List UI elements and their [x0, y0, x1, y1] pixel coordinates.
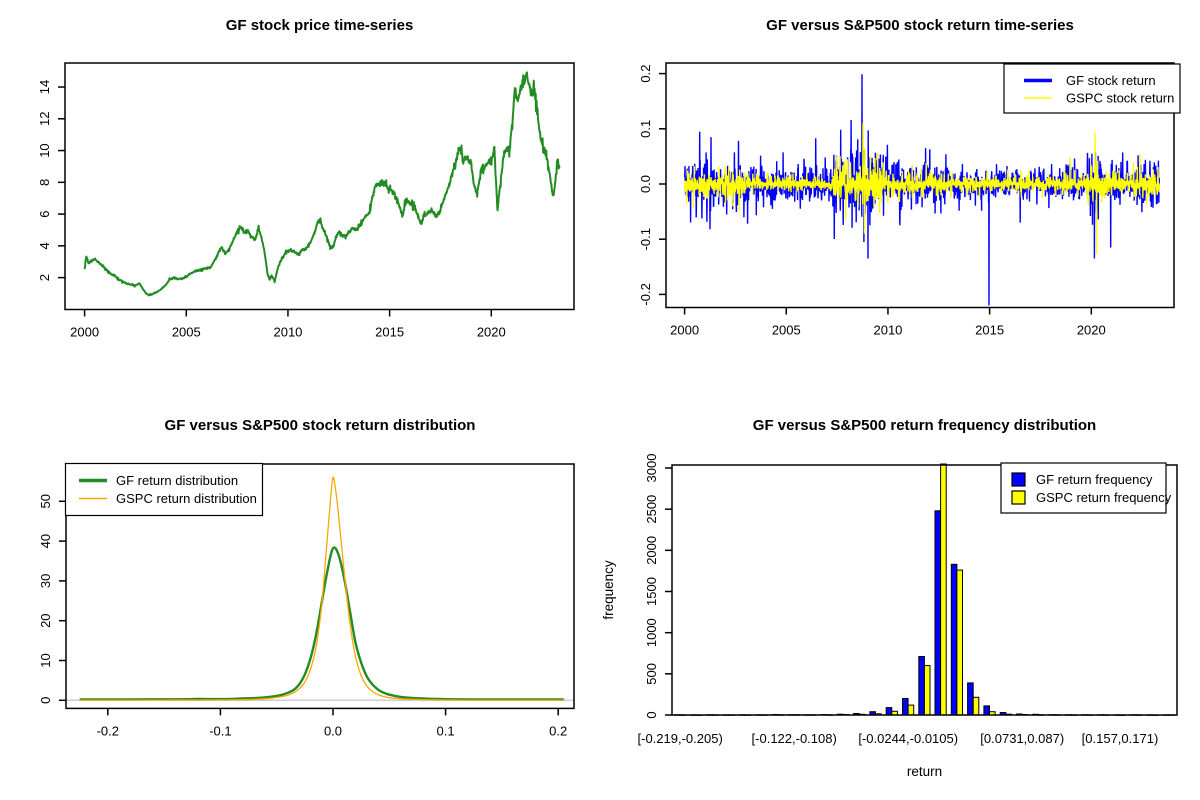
- return-timeseries-chart: 2000 2005 2010 2015 2020 -0.2 -0.1 0.0 0.1 0.2 GF …: [638, 62, 1181, 338]
- x-axis-title: return: [907, 764, 942, 779]
- x-tick-label: 2000: [70, 325, 99, 340]
- plot-frame: [671, 464, 1178, 716]
- frequency-distribution-chart: 050010001500200025003000[-0.219,-0.205)[…: [601, 454, 1178, 779]
- return-distribution-chart: -0.2 -0.1 0.0 0.1 0.2 0 10 20 30 40 50 GF return di…: [38, 462, 575, 738]
- panel-return-timeseries: GF versus S&P500 stock return time-serie…: [600, 0, 1200, 400]
- y-tick-label: 8: [37, 179, 52, 186]
- legend-label: GF stock return: [1066, 73, 1156, 88]
- legend: GF stock return GSPC stock return: [1003, 63, 1181, 114]
- y-tick-label: 500: [644, 663, 659, 685]
- axis-ticks: -0.2 -0.1 0.0 0.1 0.2 0 10 20 30 40 50: [38, 494, 567, 738]
- y-tick-label: 0: [644, 711, 659, 718]
- y-tick-label: 30: [38, 574, 53, 588]
- x-tick-label: 2010: [873, 323, 902, 338]
- x-tick-label: 2000: [670, 323, 699, 338]
- y-tick-label: 20: [38, 613, 53, 627]
- gf-frequency-bar: [950, 563, 958, 716]
- y-tick-label: 2500: [644, 495, 659, 524]
- y-tick-label: 14: [37, 80, 52, 94]
- x-tick-label: 2015: [375, 325, 404, 340]
- chart-title-returns: GF versus S&P500 stock return time-serie…: [766, 17, 1074, 34]
- bin-label: [0.157,0.171): [1082, 731, 1159, 746]
- legend-label: GF return frequency: [1036, 472, 1153, 487]
- gspc-frequency-bar: [972, 696, 980, 716]
- legend-box: [1000, 462, 1167, 514]
- x-tick-label: 2020: [1077, 323, 1106, 338]
- gf-frequency-bar: [885, 707, 893, 716]
- legend-swatch: [1011, 490, 1026, 505]
- legend: GF return frequency GSPC return frequency: [1000, 462, 1172, 514]
- y-tick-label: 0.0: [638, 175, 653, 193]
- chart-title-price: GF stock price time-series: [225, 17, 414, 34]
- chart-title-frequency: GF versus S&P500 return frequency distri…: [752, 417, 1097, 434]
- chart-title-distribution: GF versus S&P500 stock return distributi…: [164, 417, 476, 434]
- y-tick-label: 2000: [644, 536, 659, 565]
- x-tick-label: 0.0: [324, 723, 342, 738]
- gspc-frequency-bar: [907, 704, 915, 716]
- y-tick-label: 50: [38, 494, 53, 508]
- gf-frequency-bar: [967, 682, 974, 716]
- gf-frequency-bar: [983, 705, 990, 716]
- y-tick-label: 40: [38, 534, 53, 548]
- bin-label: [-0.0244,-0.0105): [858, 731, 958, 746]
- panel-return-distribution: GF versus S&P500 stock return distributi…: [0, 400, 600, 800]
- x-tick-label: 2005: [772, 323, 801, 338]
- bin-label: [0.0731,0.087): [980, 731, 1064, 746]
- y-tick-label: 10: [37, 143, 52, 157]
- gf-frequency-bar: [934, 510, 942, 716]
- legend-box: [64, 462, 264, 517]
- legend-swatch: [1011, 472, 1026, 487]
- y-tick-label: -0.1: [638, 228, 653, 250]
- legend-box: [1003, 63, 1181, 114]
- price-timeseries-chart: 2000 2005 2010 2015 2020 2 4 6 8 10 12 14: [37, 62, 575, 340]
- y-tick-label: 0: [38, 697, 53, 704]
- gf-frequency-bar: [902, 698, 909, 716]
- gf-density-curve: [79, 546, 564, 701]
- axis-ticks: 2000 2005 2010 2015 2020 -0.2 -0.1 0.0 0.1 0.2: [638, 65, 1106, 338]
- y-tick-label: 1000: [644, 618, 659, 647]
- legend-label: GF return distribution: [116, 473, 238, 488]
- gf-frequency-bar: [918, 656, 925, 716]
- legend-label: GSPC return distribution: [116, 491, 257, 506]
- y-tick-label: 2: [37, 274, 52, 281]
- bin-axis-labels: [-0.219,-0.205) [-0.122,-0.108) [-0.0244,-…: [638, 731, 1159, 746]
- x-tick-label: 2020: [477, 325, 506, 340]
- legend-label: GSPC return frequency: [1036, 490, 1172, 505]
- bin-label: [-0.219,-0.205): [638, 731, 723, 746]
- gspc-density-curve: [79, 476, 564, 701]
- panel-price-timeseries: GF stock price time-series 2000 2005 2010 2…: [0, 0, 600, 400]
- panel-frequency-distribution: GF versus S&P500 return frequency distri…: [600, 400, 1200, 800]
- legend-label: GSPC stock return: [1066, 91, 1174, 106]
- plot-frame: [665, 62, 1175, 309]
- x-tick-label: 2015: [975, 323, 1004, 338]
- y-axis-title: frequency: [601, 560, 616, 620]
- y-tick-label: 10: [38, 653, 53, 667]
- x-tick-label: -0.2: [97, 723, 119, 738]
- legend: GF return distribution GSPC return distri…: [64, 462, 264, 517]
- gspc-frequency-bar: [923, 665, 931, 716]
- gspc-frequency-bar: [940, 463, 947, 716]
- y-tick-label: 1500: [644, 577, 659, 606]
- gspc-return-line: [683, 123, 1161, 255]
- plot-frame: [65, 463, 575, 710]
- x-tick-label: 2010: [273, 325, 302, 340]
- x-tick-label: 0.1: [437, 723, 455, 738]
- gspc-frequency-bar: [956, 569, 963, 716]
- y-tick-label: 12: [37, 112, 52, 126]
- plot-frame: [64, 62, 575, 311]
- y-tick-label: 6: [37, 210, 52, 217]
- gf-price-line: [83, 71, 561, 297]
- axis-ticks: 2000 2005 2010 2015 2020 2 4 6 8 10 12 14: [37, 80, 506, 340]
- axis-ticks: 0 500 1000 1500 2000 2500 3000: [644, 454, 672, 719]
- bin-label: [-0.122,-0.108): [752, 731, 837, 746]
- x-tick-label: -0.1: [209, 723, 231, 738]
- y-tick-label: 0.1: [638, 120, 653, 138]
- x-tick-label: 2005: [172, 325, 201, 340]
- y-tick-label: 3000: [644, 454, 659, 483]
- y-tick-label: -0.2: [638, 283, 653, 305]
- y-tick-label: 4: [37, 242, 52, 249]
- x-tick-label: 0.2: [549, 723, 567, 738]
- y-tick-label: 0.2: [638, 65, 653, 83]
